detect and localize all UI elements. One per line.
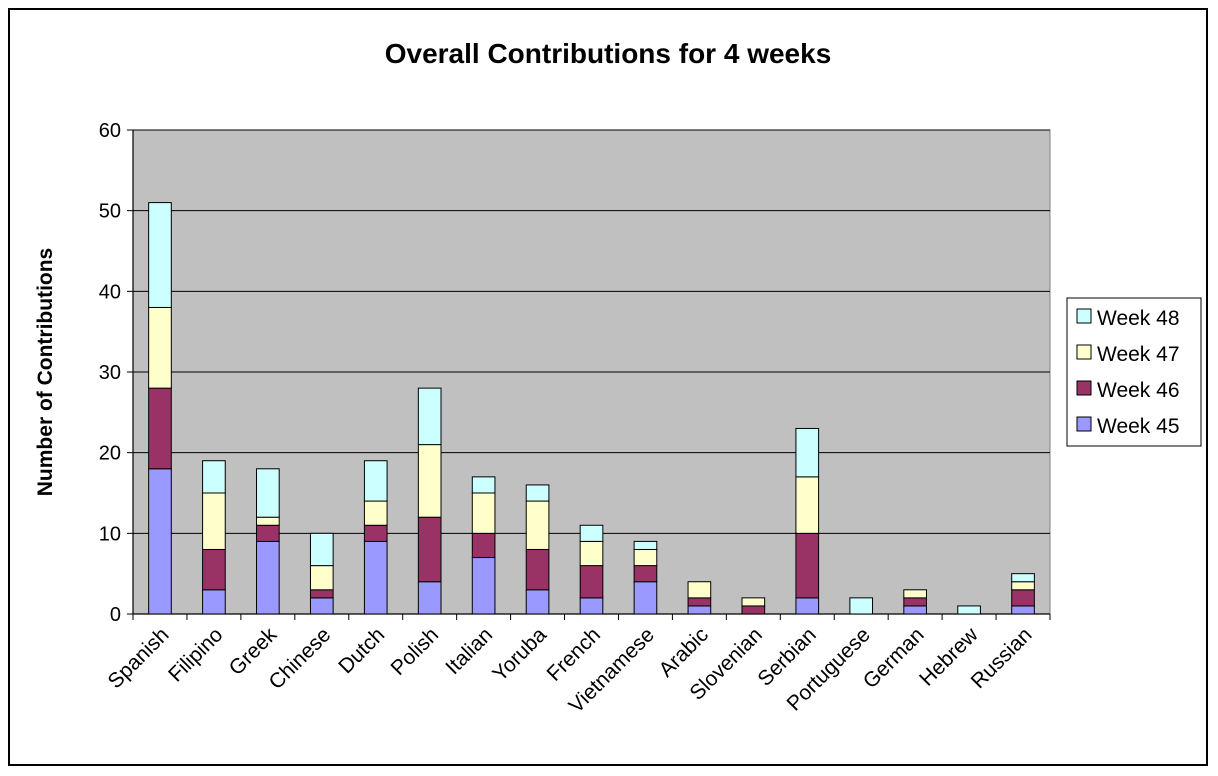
plot-area: 0102030405060SpanishFilipinoGreekChinese… (99, 120, 1051, 718)
bar-segment-week-48 (1011, 573, 1035, 583)
bar-segment-week-48 (525, 484, 550, 502)
legend-label: Week 48 (1097, 307, 1180, 330)
legend-label: Week 46 (1097, 379, 1180, 402)
bar-segment-week-46 (903, 597, 927, 607)
bar-segment-week-45 (579, 597, 604, 615)
x-tick-label: Russian (967, 623, 1037, 693)
x-tick-label: Polish (386, 623, 443, 680)
x-tick-label: Dutch (334, 623, 389, 678)
bar-segment-week-46 (633, 565, 658, 583)
bar-segment-week-45 (148, 468, 172, 615)
y-tick-label: 0 (110, 604, 121, 626)
bar-segment-week-47 (687, 581, 712, 599)
bar-segment-week-47 (309, 565, 334, 591)
x-tick-label: Yoruba (488, 623, 551, 686)
x-tick-label: Spanish (104, 623, 174, 693)
bar-segment-week-47 (633, 548, 658, 567)
bar-segment-week-47 (903, 589, 927, 599)
legend-swatch (1076, 308, 1092, 324)
bar-segment-week-45 (633, 581, 658, 615)
bar-segment-week-48 (256, 468, 280, 518)
bar-segment-week-45 (417, 581, 442, 615)
bar-segment-week-48 (363, 460, 388, 502)
bar-segment-week-47 (417, 444, 442, 518)
bar-segment-week-47 (256, 516, 280, 526)
bar-segment-week-45 (795, 597, 820, 615)
bar-segment-week-48 (795, 427, 820, 478)
bar-segment-week-46 (309, 589, 334, 599)
bar-segment-week-46 (687, 597, 712, 607)
bar-segment-week-45 (309, 597, 334, 615)
y-axis-label: Number of Contributions (34, 248, 57, 496)
bar-segment-week-45 (471, 557, 496, 615)
legend-swatch (1076, 416, 1092, 432)
bar-segment-week-48 (579, 524, 604, 542)
y-tick-label: 20 (99, 443, 121, 465)
bar-segment-week-48 (417, 387, 442, 446)
bar-segment-week-47 (148, 306, 172, 389)
legend-swatch (1076, 344, 1092, 360)
bar-segment-week-48 (309, 532, 334, 567)
bar-segment-week-45 (687, 605, 712, 615)
bar-segment-week-47 (741, 597, 766, 607)
y-tick-label: 40 (99, 281, 121, 303)
chart-title: Overall Contributions for 4 weeks (385, 38, 832, 69)
bar-segment-week-46 (471, 532, 496, 559)
bar-segment-week-45 (256, 540, 280, 615)
bar-segment-week-47 (795, 476, 820, 534)
bar-segment-week-48 (471, 476, 496, 494)
legend-label: Week 47 (1097, 343, 1180, 366)
bar-segment-week-46 (256, 524, 280, 542)
bar-segment-week-46 (202, 548, 226, 591)
bar-segment-week-47 (1011, 581, 1035, 591)
legend-label: Week 45 (1097, 415, 1180, 438)
legend: Week 48 Week 47 Week 46 Week 45 (1066, 297, 1202, 447)
bar-segment-week-45 (525, 589, 550, 615)
bar-segment-week-45 (1011, 605, 1035, 615)
bar-segment-week-47 (471, 492, 496, 534)
bar-segment-week-46 (741, 605, 766, 615)
bar-segment-week-46 (525, 548, 550, 591)
y-tick-label: 50 (99, 201, 121, 223)
bar-segment-week-47 (525, 500, 550, 550)
bar-segment-week-46 (1011, 589, 1035, 607)
bar-segment-week-47 (579, 540, 604, 567)
y-tick-label: 30 (99, 362, 121, 384)
bar-segment-week-48 (202, 460, 226, 494)
bar-segment-week-47 (363, 500, 388, 526)
bar-segment-week-47 (202, 492, 226, 550)
bar-segment-week-46 (417, 516, 442, 583)
x-tick-label: Filipino (164, 623, 227, 686)
y-tick-label: 60 (99, 120, 121, 142)
y-tick-label: 10 (99, 523, 121, 545)
bar-segment-week-48 (633, 540, 658, 550)
bar-segment-week-45 (363, 540, 388, 615)
bar-segment-week-48 (148, 202, 172, 308)
bar-segment-week-46 (579, 565, 604, 599)
bar-segment-week-46 (363, 524, 388, 542)
bar-segment-week-46 (795, 532, 820, 599)
x-tick-label: German (859, 623, 929, 693)
bar-segment-week-45 (903, 605, 927, 615)
bar-segment-week-48 (849, 597, 874, 615)
bar-segment-week-48 (957, 605, 981, 615)
bar-segment-week-46 (148, 387, 172, 470)
legend-swatch (1076, 380, 1092, 396)
bar-segment-week-45 (202, 589, 226, 615)
